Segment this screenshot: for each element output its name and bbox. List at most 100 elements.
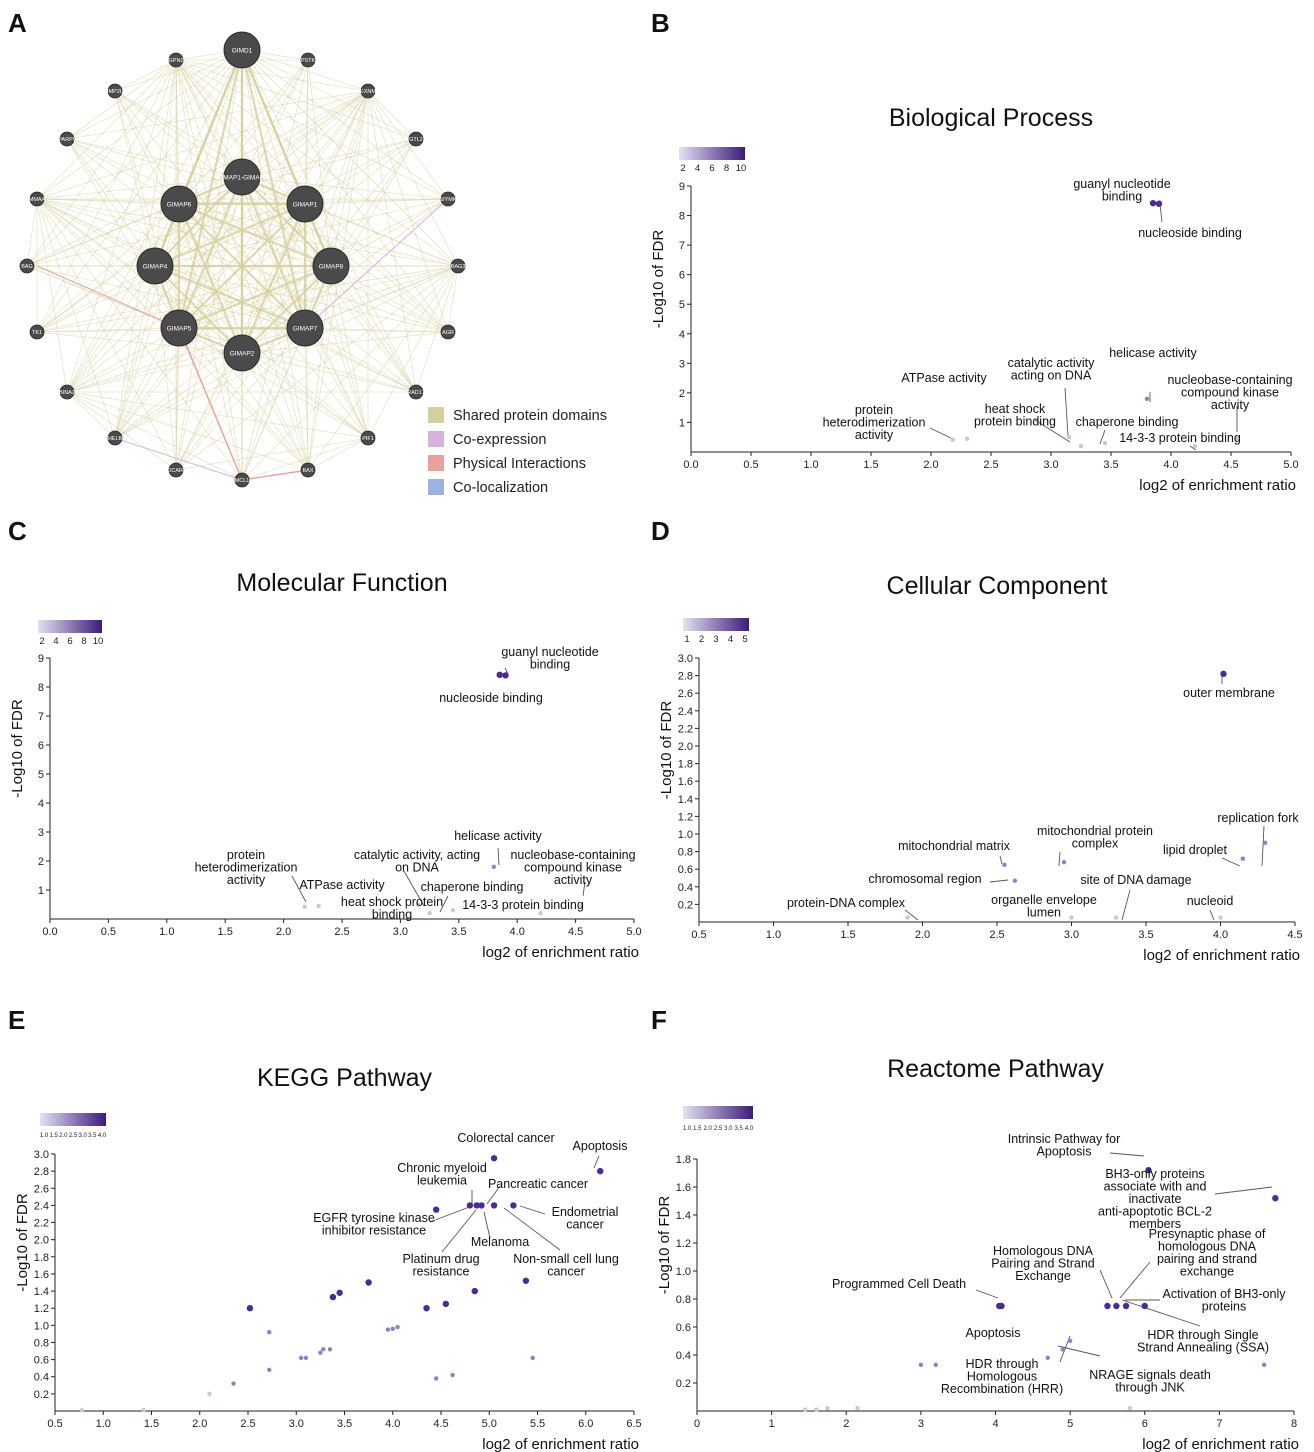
data-point	[466, 1202, 474, 1209]
data-point	[491, 864, 497, 869]
y-tick-label: 0.4	[678, 882, 693, 894]
data-annotation-line: EGFR tyrosine kinase	[313, 1211, 435, 1225]
network-node-circle	[160, 309, 198, 347]
network-edge	[241, 49, 369, 92]
data-annotation-line: chaperone binding	[1076, 415, 1179, 429]
data-annotation: site of DNA damage	[1080, 873, 1191, 887]
chart-title: Biological Process	[889, 104, 1093, 132]
data-point	[1114, 915, 1119, 920]
network-edge	[178, 327, 417, 393]
network-edge	[175, 59, 417, 140]
network-edge	[26, 59, 177, 267]
data-annotation: heat shock protein binding	[974, 402, 1056, 429]
network-node-circle	[168, 462, 184, 478]
x-tick-label: 5.0	[1283, 459, 1298, 471]
network-edge	[36, 90, 369, 200]
chart-title: Molecular Function	[236, 569, 447, 597]
data-annotation-line: protein	[855, 403, 893, 417]
network-edge-coexpression	[304, 198, 449, 329]
network-edge	[66, 391, 309, 471]
y-tick-label: 5	[679, 299, 685, 311]
y-tick-label: 2.8	[678, 671, 693, 683]
data-point	[427, 911, 432, 916]
network-edge	[304, 90, 369, 205]
data-point	[1066, 435, 1072, 440]
network-edge	[307, 437, 369, 471]
data-annotation: heat shock protein binding	[341, 895, 443, 922]
data-point	[1060, 1347, 1065, 1352]
network-edge	[175, 59, 459, 267]
network-edge	[178, 203, 243, 481]
x-tick-label: 2.5	[983, 459, 998, 471]
network-edge	[36, 331, 243, 354]
network-node-circle	[223, 31, 261, 69]
data-annotation: protein heterodimerization activity	[823, 403, 926, 442]
network-edge	[26, 198, 38, 267]
data-annotation-line: catalytic activity, acting	[354, 848, 480, 862]
network-edge	[66, 138, 332, 267]
legend-label: Shared protein domains	[453, 408, 607, 424]
data-point	[1127, 1406, 1133, 1411]
x-tick-label: 1.5	[144, 1418, 159, 1430]
network-edge	[175, 59, 243, 481]
network-edge	[154, 59, 177, 267]
network-edge	[304, 203, 449, 333]
x-tick-label: 1.0	[803, 459, 818, 471]
network-edge	[241, 265, 459, 354]
data-annotation: protein-DNA complex	[787, 896, 906, 910]
data-point	[450, 908, 456, 913]
network-edge	[367, 90, 417, 393]
x-tick-label: 2.0	[915, 929, 930, 941]
data-point	[1192, 443, 1198, 449]
y-tick-label: 3	[679, 358, 685, 370]
data-point	[1263, 840, 1268, 845]
network-edge	[330, 265, 449, 333]
y-tick-label: 0.4	[34, 1372, 49, 1384]
data-annotation-line: 14-3-3 protein binding	[462, 898, 584, 912]
data-annotation-line: helicase activity	[454, 829, 542, 843]
data-point	[141, 1407, 146, 1413]
network-edge	[36, 198, 180, 329]
data-annotation-line: compound kinase	[524, 861, 622, 875]
annotation-leader	[989, 879, 1009, 883]
data-point	[385, 1327, 391, 1332]
data-annotation: Non-small cell lung cancer	[513, 1252, 619, 1279]
data-annotation-line: inactivate	[1129, 1192, 1182, 1206]
panel-label-f: F	[651, 1005, 667, 1035]
network-edge	[241, 327, 306, 481]
data-annotation-line: Apoptosis	[1037, 1145, 1092, 1159]
data-annotation-line: nucleoside binding	[439, 691, 543, 705]
y-tick-label: 3	[38, 827, 44, 839]
annotation-leader	[1058, 851, 1061, 867]
network-node-circle	[59, 131, 75, 147]
data-annotation-line: binding	[1102, 190, 1142, 204]
network-edge	[66, 49, 243, 393]
annotation-leader	[1034, 419, 1071, 443]
network-node-outer: BAX	[300, 462, 316, 478]
legend-swatch	[428, 479, 444, 495]
data-point	[450, 1372, 455, 1378]
data-annotation: Apoptosis	[966, 1326, 1021, 1340]
data-point	[950, 437, 955, 442]
x-tick-label: 4.5	[1223, 459, 1238, 471]
data-point	[803, 1407, 808, 1412]
network-edge	[36, 265, 156, 333]
data-annotation: mitochondrial matrix	[898, 839, 1011, 853]
annotation-leader	[582, 881, 586, 897]
x-tick-label: 3.5	[451, 926, 466, 938]
y-tick-label: 1.0	[678, 829, 693, 841]
data-annotation-line: nucleoid	[1187, 894, 1234, 908]
network-edge	[114, 265, 459, 439]
data-point	[321, 1347, 326, 1352]
x-tick-label: 2.0	[923, 459, 938, 471]
network-edge	[241, 49, 449, 200]
network-edge	[241, 352, 369, 439]
y-tick-label: 1.2	[676, 1238, 691, 1250]
data-point	[1012, 878, 1018, 883]
network-edge	[304, 327, 309, 471]
data-annotation: protein heterodimerization activity	[195, 848, 298, 887]
data-point	[298, 1355, 304, 1361]
annotation-leader	[904, 909, 919, 921]
x-tick-label: 0.0	[683, 459, 698, 471]
y-tick-label: 1.2	[34, 1303, 49, 1315]
